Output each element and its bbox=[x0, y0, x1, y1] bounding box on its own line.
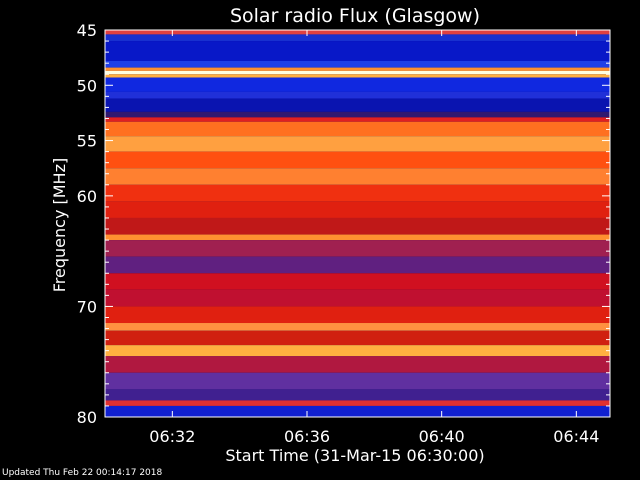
frequency-band-29 bbox=[105, 372, 610, 390]
x-tick-label-0: 06:32 bbox=[149, 427, 195, 446]
chart-title: Solar radio Flux (Glasgow) bbox=[230, 5, 480, 27]
frequency-band-16 bbox=[105, 184, 610, 202]
x-axis-label: Start Time (31-Mar-15 06:30:00) bbox=[225, 446, 484, 465]
frequency-band-30 bbox=[105, 389, 610, 401]
x-tick-label-3: 06:44 bbox=[553, 427, 599, 446]
frequency-band-4 bbox=[105, 67, 610, 71]
frequency-band-24 bbox=[105, 306, 610, 324]
frequency-band-0 bbox=[105, 30, 610, 35]
frequency-band-31 bbox=[105, 400, 610, 406]
y-tick-label-4: 70 bbox=[77, 297, 97, 316]
frequency-band-14 bbox=[105, 151, 610, 169]
frequency-band-23 bbox=[105, 289, 610, 307]
frequency-band-19 bbox=[105, 234, 610, 241]
frequency-band-26 bbox=[105, 330, 610, 346]
frequency-band-12 bbox=[105, 121, 610, 137]
y-tick-label-2: 55 bbox=[77, 132, 97, 151]
frequency-band-9 bbox=[105, 98, 610, 112]
frequency-band-17 bbox=[105, 201, 610, 218]
frequency-band-18 bbox=[105, 217, 610, 235]
updated-timestamp: Updated Thu Feb 22 00:14:17 2018 bbox=[2, 468, 163, 478]
frequency-band-8 bbox=[105, 91, 610, 99]
frequency-band-6 bbox=[105, 74, 610, 78]
x-axis: 06:32 06:36 06:40 06:44 bbox=[149, 30, 599, 446]
frequency-band-28 bbox=[105, 356, 610, 373]
frequency-band-25 bbox=[105, 323, 610, 331]
x-tick-label-1: 06:36 bbox=[284, 427, 330, 446]
frequency-band-27 bbox=[105, 345, 610, 357]
frequency-band-2 bbox=[105, 41, 610, 61]
x-tick-label-2: 06:40 bbox=[419, 427, 465, 446]
frequency-band-5 bbox=[105, 70, 610, 75]
plot-frame bbox=[104, 29, 611, 418]
frequency-band-10 bbox=[105, 111, 610, 118]
frequency-band-3 bbox=[105, 60, 610, 68]
frequency-band-32 bbox=[105, 405, 610, 417]
frequency-band-21 bbox=[105, 256, 610, 274]
frequency-band-1 bbox=[105, 34, 610, 42]
plot-area bbox=[104, 29, 611, 418]
y-tick-label-1: 50 bbox=[77, 76, 97, 95]
y-tick-label-3: 60 bbox=[77, 187, 97, 206]
frequency-band-20 bbox=[105, 240, 610, 257]
frequency-band-11 bbox=[105, 117, 610, 122]
y-tick-label-0: 45 bbox=[77, 21, 97, 40]
frequency-band-22 bbox=[105, 273, 610, 290]
y-axis-label: Frequency [MHz] bbox=[50, 158, 69, 292]
frequency-band-15 bbox=[105, 168, 610, 185]
frequency-band-7 bbox=[105, 77, 610, 92]
y-tick-label-5: 80 bbox=[77, 408, 97, 427]
frequency-band-13 bbox=[105, 136, 610, 152]
y-axis: 45 50 55 60 70 80 bbox=[77, 21, 610, 427]
